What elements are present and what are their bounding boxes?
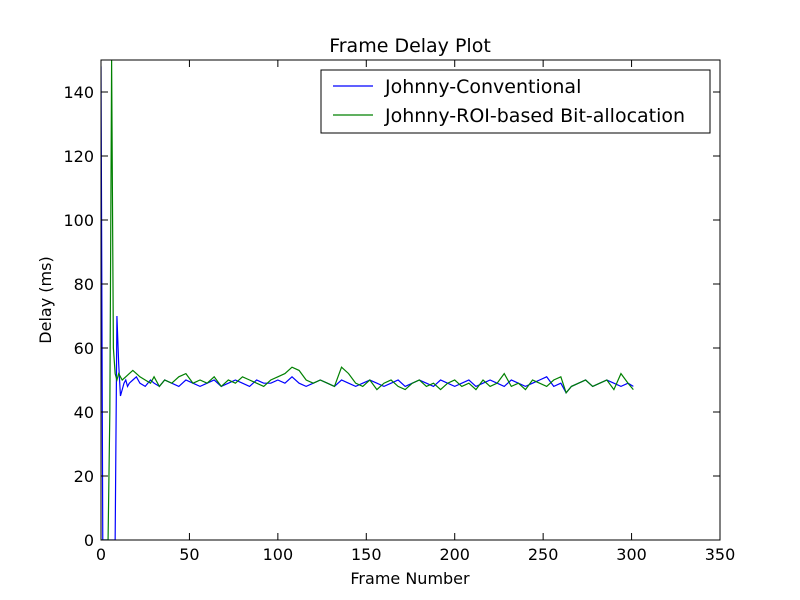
x-axis-ticks: 0 50 100 150 200 250 300 350 [96,60,735,564]
legend-label-roi: Johnny-ROI-based Bit-allocation [384,105,685,127]
y-tick-label: 100 [63,211,94,230]
y-tick-label: 80 [74,275,94,294]
x-tick-label: 250 [528,545,559,564]
y-axis-ticks: 0 20 40 60 80 100 120 140 [63,83,720,550]
y-tick-label: 20 [74,467,94,486]
x-tick-label: 0 [96,545,106,564]
y-axis-label: Delay (ms) [36,256,55,343]
y-tick-label: 120 [63,147,94,166]
y-tick-label: 140 [63,83,94,102]
x-tick-label: 100 [263,545,294,564]
x-tick-label: 300 [616,545,647,564]
plot-frame [100,59,721,541]
x-tick-label: 50 [179,545,199,564]
chart-title: Frame Delay Plot [329,35,491,57]
series-line-roi [101,60,634,540]
plot-area: 0 50 100 150 200 250 300 350 0 20 40 60 80 100 120 140 [63,59,735,564]
y-tick-label: 40 [74,403,94,422]
legend-box [320,69,711,134]
series-layer [101,60,634,540]
y-tick-label: 0 [84,531,94,550]
x-axis-label: Frame Number [350,569,470,588]
legend-label-conventional: Johnny-Conventional [384,76,581,98]
y-tick-label: 60 [74,339,94,358]
legend: Johnny-Conventional Johnny-ROI-based Bit… [320,69,711,134]
x-tick-label: 150 [351,545,382,564]
x-tick-label: 200 [439,545,470,564]
x-tick-label: 350 [705,545,736,564]
